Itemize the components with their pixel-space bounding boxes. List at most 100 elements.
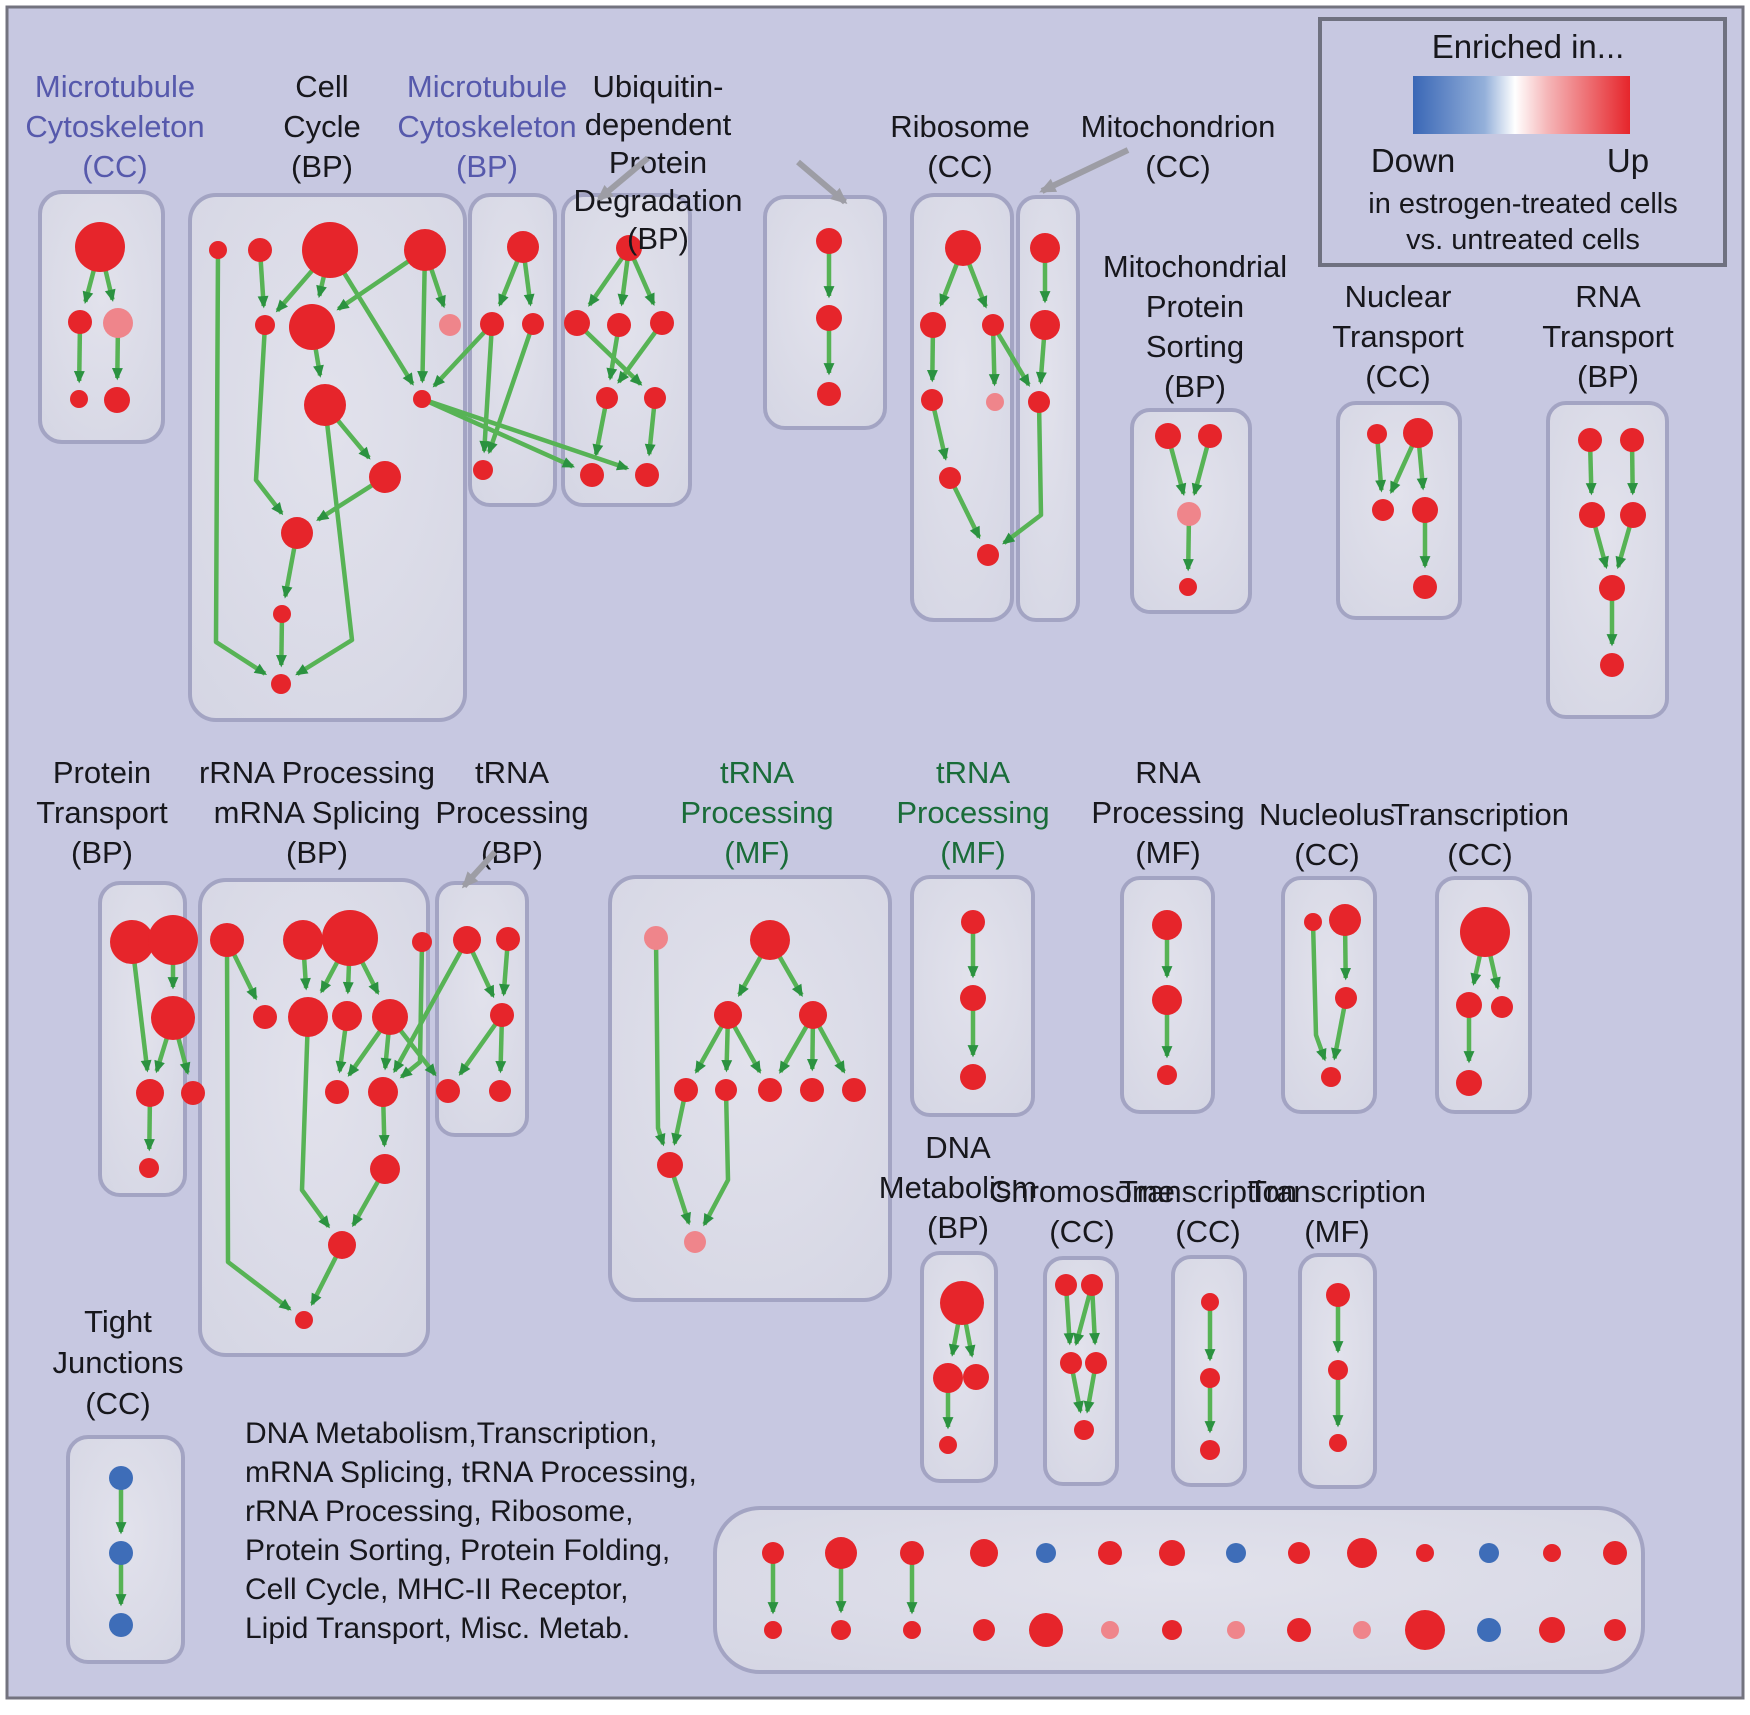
dna-metabolism-bp-node-2 bbox=[963, 1364, 989, 1390]
trna-processing-bp-label-line-1: Processing bbox=[435, 795, 588, 830]
transcription-cc-bottom-label-line-0: Transcription bbox=[1119, 1174, 1297, 1209]
rrna-processing-mrna-splicing-node-7 bbox=[372, 999, 408, 1035]
trna-processing-mf-1-node-3 bbox=[799, 1001, 827, 1029]
rrna-processing-mrna-splicing-node-10 bbox=[370, 1154, 400, 1184]
misc-terms-node-4 bbox=[1036, 1543, 1056, 1563]
transcription-cc-bottom-node-0 bbox=[1201, 1293, 1219, 1311]
rrna-processing-mrna-splicing-node-12 bbox=[295, 1311, 313, 1329]
dna-metabolism-bp-node-0 bbox=[940, 1281, 984, 1325]
ubiquitin-degradation-label-line-0: Ubiquitin- bbox=[593, 69, 724, 104]
mitochondrial-protein-sorting-label-line-0: Mitochondrial bbox=[1103, 249, 1287, 284]
misc-terms-node-22 bbox=[1287, 1618, 1311, 1642]
ribosome-cc-node-0 bbox=[945, 230, 981, 266]
protein-transport-bp-node-4 bbox=[181, 1081, 205, 1105]
trna-processing-mf-1-label-line-1: Processing bbox=[680, 795, 833, 830]
cell-cycle-node-5 bbox=[289, 304, 335, 350]
trna-processing-mf-1-node-5 bbox=[715, 1079, 737, 1101]
microtubule-cytoskeleton-bp-label-line-2: (BP) bbox=[456, 149, 518, 184]
protein-transport-bp-node-5 bbox=[139, 1158, 159, 1178]
cell-cycle-node-12 bbox=[271, 674, 291, 694]
edge-trna-processing-mf-1 bbox=[702, 1089, 731, 1227]
misc-terms-node-16 bbox=[903, 1621, 921, 1639]
cell-cycle-node-3 bbox=[404, 229, 446, 271]
microtubule-cytoskeleton-cc-box bbox=[38, 190, 165, 444]
legend-subtitle-2: vs. untreated cells bbox=[1406, 224, 1640, 256]
legend-title: Enriched in... bbox=[1432, 28, 1625, 65]
protein-transport-bp-node-3 bbox=[136, 1079, 164, 1107]
trna-processing-mf-1-node-4 bbox=[674, 1078, 698, 1102]
rrna-processing-mrna-splicing-box bbox=[198, 878, 430, 1357]
edge-trna-processing-bp bbox=[458, 1013, 504, 1076]
label-pointer-arrow-1 bbox=[796, 159, 848, 205]
mitochondrial-protein-sorting-node-0 bbox=[1155, 423, 1181, 449]
microtubule-cytoskeleton-cc-label-line-1: Cytoskeleton bbox=[25, 109, 204, 144]
edge-trna-processing-mf-1 bbox=[653, 937, 666, 1147]
microtubule-cytoskeleton-bp-node-0 bbox=[507, 231, 539, 263]
misc-terms-node-25 bbox=[1477, 1618, 1501, 1642]
misc-terms-node-13 bbox=[1603, 1541, 1627, 1565]
chromosome-cc-node-2 bbox=[1060, 1352, 1082, 1374]
misc-terms-node-17 bbox=[973, 1619, 995, 1641]
misc-terms-node-10 bbox=[1416, 1544, 1434, 1562]
rrna-processing-mrna-splicing-label-line-1: mRNA Splicing bbox=[214, 795, 421, 830]
chromosome-cc-label-line-1: (CC) bbox=[1049, 1214, 1114, 1249]
transcription-mf-label-line-0: Transcription bbox=[1248, 1174, 1426, 1209]
cell-cycle-node-10 bbox=[281, 517, 313, 549]
ubiquitin-degradation-node-2 bbox=[607, 313, 631, 337]
transcription-cc-mid-label-line-0: Transcription bbox=[1391, 797, 1569, 832]
transcription-cc-mid-node-2 bbox=[1491, 996, 1513, 1018]
mitochondrial-protein-sorting-node-2 bbox=[1177, 502, 1201, 526]
mitochondrial-protein-sorting-label-line-1: Protein bbox=[1146, 289, 1244, 324]
nuclear-transport-cc-node-1 bbox=[1403, 418, 1433, 448]
misc-terms-node-5 bbox=[1098, 1541, 1122, 1565]
tight-junctions-cc-label-line-2: (CC) bbox=[85, 1386, 150, 1421]
microtubule-cytoskeleton-cc-label-line-0: Microtubule bbox=[35, 69, 195, 104]
rna-transport-bp-label-line-1: Transport bbox=[1542, 319, 1674, 354]
rna-processing-mf-label-line-0: RNA bbox=[1135, 755, 1201, 790]
misc-terms-node-26 bbox=[1539, 1617, 1565, 1643]
chromosome-cc-label-line-0: Chromosome bbox=[989, 1174, 1175, 1209]
trna-processing-mf-2-label-line-2: (MF) bbox=[940, 835, 1005, 870]
trna-processing-mf-1-label-line-2: (MF) bbox=[724, 835, 789, 870]
microtubule-cytoskeleton-cc-node-2 bbox=[103, 308, 133, 338]
nuclear-transport-cc-label-line-1: Transport bbox=[1332, 319, 1464, 354]
ribosome-cc-node-1 bbox=[920, 312, 946, 338]
misc-terms-node-2 bbox=[900, 1541, 924, 1565]
misc-note-line-0: DNA Metabolism,Transcription, bbox=[245, 1417, 657, 1450]
ubiquitin-degradation-label-line-3: Degradation bbox=[574, 183, 743, 218]
misc-terms-node-15 bbox=[831, 1620, 851, 1640]
nuclear-transport-cc-node-0 bbox=[1367, 424, 1387, 444]
nuclear-transport-cc-node-4 bbox=[1413, 575, 1437, 599]
mitochondrial-protein-sorting-label-line-2: Sorting bbox=[1146, 329, 1244, 364]
nucleolus-cc-node-2 bbox=[1335, 987, 1357, 1009]
nuclear-transport-cc-label-line-0: Nuclear bbox=[1345, 279, 1452, 314]
tight-junctions-cc-node-0 bbox=[109, 1466, 133, 1490]
rna-processing-mf-node-0 bbox=[1152, 910, 1182, 940]
nucleolus-cc-node-3 bbox=[1321, 1067, 1341, 1087]
transcription-mf-node-1 bbox=[1328, 1360, 1348, 1380]
transcription-cc-mid-label-line-1: (CC) bbox=[1447, 837, 1512, 872]
legend-down-label: Down bbox=[1371, 142, 1455, 179]
misc-terms-node-0 bbox=[762, 1542, 784, 1564]
trna-processing-bp-label-line-2: (BP) bbox=[481, 835, 543, 870]
cell-cycle-label-line-1: Cycle bbox=[283, 109, 361, 144]
nuclear-transport-cc-node-2 bbox=[1372, 499, 1394, 521]
chromosome-cc-node-4 bbox=[1074, 1420, 1094, 1440]
microtubule-cytoskeleton-cc-label-line-2: (CC) bbox=[82, 149, 147, 184]
misc-terms-node-14 bbox=[764, 1621, 782, 1639]
chromosome-cc-node-3 bbox=[1085, 1352, 1107, 1374]
misc-terms-node-8 bbox=[1288, 1542, 1310, 1564]
misc-terms-box bbox=[713, 1506, 1645, 1674]
misc-terms-node-11 bbox=[1479, 1543, 1499, 1563]
trna-processing-bp-node-4 bbox=[489, 1080, 511, 1102]
trna-processing-mf-1-node-2 bbox=[714, 1001, 742, 1029]
rrna-processing-mrna-splicing-node-1 bbox=[283, 920, 323, 960]
protein-transport-bp-label-line-2: (BP) bbox=[71, 835, 133, 870]
ubiquitin-degradation-node-6 bbox=[580, 463, 604, 487]
misc-note-line-4: Cell Cycle, MHC-II Receptor, bbox=[245, 1573, 628, 1606]
misc-note-line-2: rRNA Processing, Ribosome, bbox=[245, 1495, 633, 1528]
transcription-cc-bottom-node-1 bbox=[1200, 1368, 1220, 1388]
edge-cell-cycle bbox=[295, 404, 355, 676]
cross-edge bbox=[421, 396, 575, 469]
